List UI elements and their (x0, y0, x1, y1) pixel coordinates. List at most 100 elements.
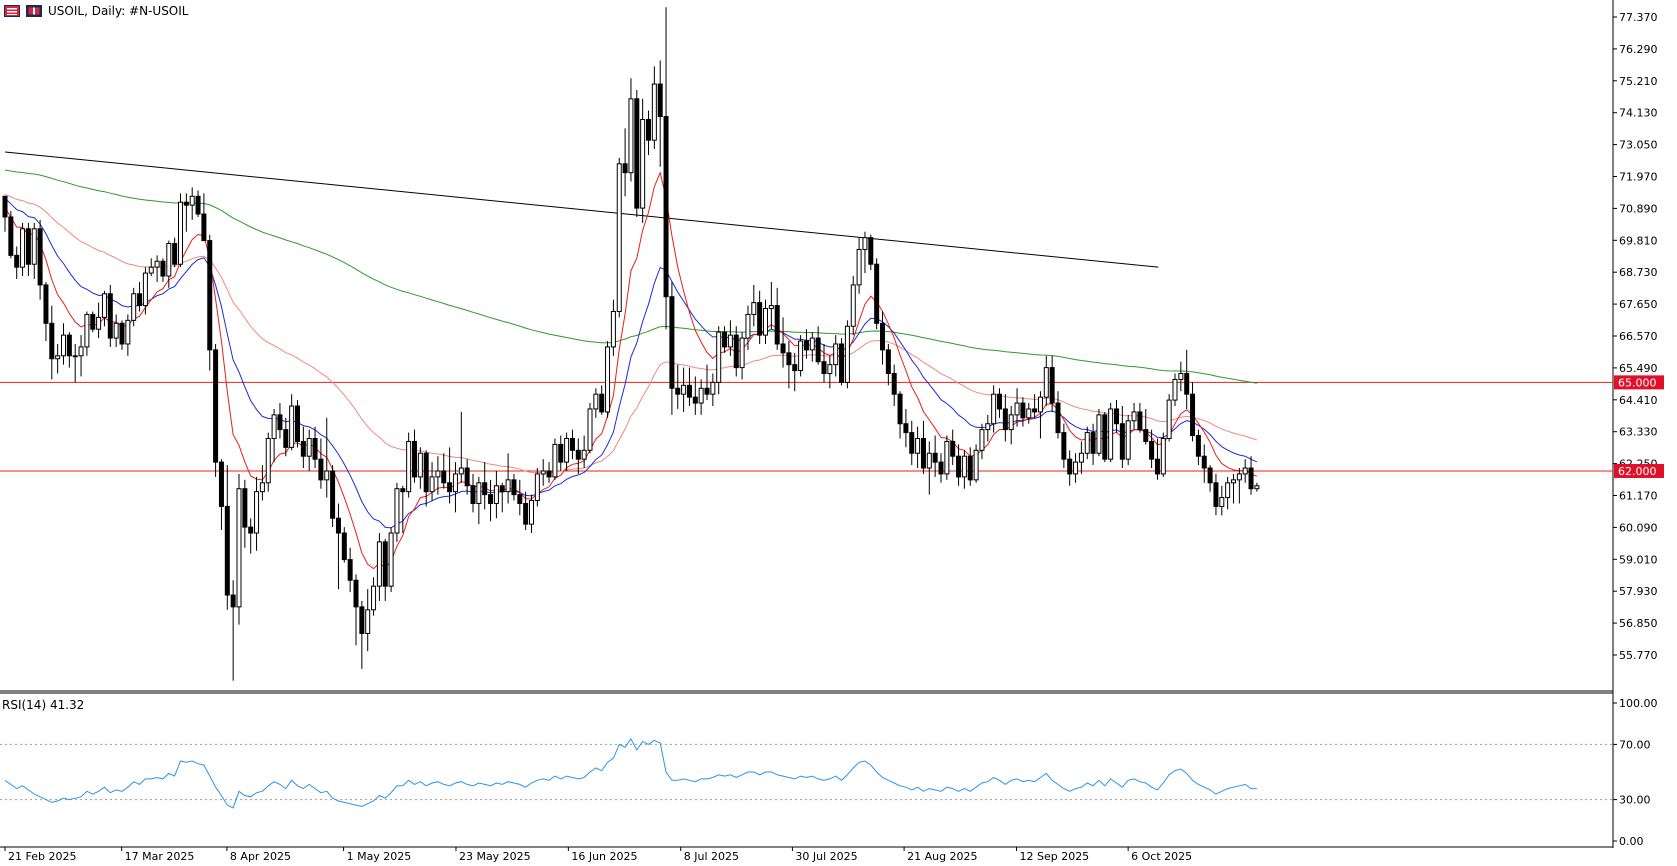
candle-bear (218, 461, 224, 507)
time-tick-label: 17 Mar 2025 (125, 850, 195, 863)
price-tick-label: 75.210 (1619, 75, 1658, 88)
candle-bear (183, 201, 189, 206)
level-tag-bg (1614, 375, 1664, 390)
candle-bear (300, 440, 306, 457)
level-tags: 65.000 62.000 (1614, 375, 1664, 478)
candle-bull (587, 408, 593, 451)
candle-bull (833, 343, 839, 366)
level-tag-label: 65.000 (1618, 376, 1657, 389)
candle-bull (616, 163, 622, 312)
candle-bear (207, 240, 213, 351)
price-tick-label: 74.130 (1619, 107, 1658, 120)
price-tick-label: 63.330 (1619, 426, 1658, 439)
candle-bull (827, 364, 833, 375)
candle-bear (1032, 408, 1038, 413)
candle-bear (1102, 414, 1108, 460)
candle-bear (792, 364, 798, 372)
chart-title: USOIL, Daily: #N-USOIL (48, 4, 189, 18)
candle-bull (1254, 485, 1260, 490)
candle-bear (786, 352, 792, 366)
candle-bull (1084, 432, 1090, 454)
candle-bull (388, 532, 394, 587)
axes-frame (0, 0, 1614, 848)
time-tick-label: 8 Apr 2025 (230, 850, 291, 863)
candle-bear (1248, 467, 1254, 490)
candle-bull (365, 609, 371, 634)
candle-bear (464, 467, 470, 487)
candle-bull (1026, 408, 1032, 419)
rsi-tick-label: 70.00 (1619, 738, 1651, 751)
candle-bear (49, 322, 55, 360)
ema-9-line (4, 171, 1258, 570)
price-tick-label: 73.050 (1619, 139, 1658, 152)
candle-bear (160, 260, 166, 277)
price-tick-label: 76.290 (1619, 43, 1658, 56)
candle-bear (686, 384, 692, 398)
candle-bull (72, 355, 78, 358)
price-tick-label: 61.170 (1619, 490, 1658, 503)
time-tick-label: 12 Sep 2025 (1019, 850, 1089, 863)
candle-bull (189, 195, 195, 206)
price-axis-ticks: 77.370 76.290 75.210 74.130 73.050 71.970 70.8… (1613, 11, 1658, 662)
candle-bull (265, 437, 271, 484)
price-tick-label: 57.930 (1619, 585, 1658, 598)
candle-bear (470, 485, 476, 504)
candle-bear (575, 449, 581, 460)
candle-bull (1125, 420, 1131, 460)
candle-bear (359, 606, 365, 634)
chart-window-icon[interactable] (26, 5, 42, 17)
candle-bull (973, 449, 979, 481)
candle-bear (353, 579, 359, 608)
candle-bear (558, 443, 564, 463)
candle-bull (862, 237, 868, 250)
price-tick-label: 59.010 (1619, 553, 1658, 566)
trendline (4, 151, 1159, 268)
candle-bull (1008, 414, 1014, 431)
candle-bull (505, 479, 511, 493)
rsi-tick-label: 30.00 (1619, 794, 1651, 807)
candle-bear (517, 494, 523, 504)
time-axis-ticks: 21 Feb 2025 17 Mar 2025 8 Apr 2025 1 May 20… (4, 847, 1192, 863)
candle-bull (698, 387, 704, 404)
candle-bear (1119, 423, 1125, 460)
candle-bear (546, 470, 552, 478)
candle-bull (306, 437, 312, 457)
candle-bull (540, 470, 546, 475)
candle-bull (593, 393, 599, 410)
candle-bull (763, 308, 768, 336)
candle-bull (961, 455, 967, 478)
candle-bear (956, 455, 962, 478)
candle-bear (1201, 455, 1207, 469)
candle-bull (681, 384, 687, 395)
candles-layer (2, 7, 1260, 681)
candle-bear (499, 485, 505, 493)
candle-bear (1090, 432, 1096, 454)
candle-bull (1172, 378, 1178, 401)
candle-bear (675, 387, 681, 395)
candle-bear (195, 195, 201, 215)
candle-bull (406, 440, 412, 493)
price-tick-label: 67.650 (1619, 298, 1658, 311)
candle-bear (722, 331, 728, 348)
candle-bull (564, 437, 570, 463)
candle-bull (1131, 411, 1137, 422)
candle-bull (417, 452, 423, 478)
candle-bear (599, 393, 605, 413)
candle-bear (201, 213, 207, 242)
candle-bull (552, 443, 558, 478)
candle-bull (254, 491, 260, 534)
list-icon[interactable] (4, 5, 20, 17)
candle-bull (979, 429, 985, 451)
candle-bear (1184, 373, 1190, 395)
candle-bear (488, 494, 494, 504)
chart-header: USOIL, Daily: #N-USOIL (4, 2, 188, 20)
time-tick-label: 23 May 2025 (459, 850, 531, 863)
ema-200-line (4, 169, 1257, 384)
candle-bull (376, 541, 382, 587)
candle-bull (131, 293, 137, 321)
candle-bear (295, 405, 300, 442)
candle-bear (938, 461, 944, 475)
candle-bear (1213, 482, 1219, 507)
candle-bear (622, 163, 628, 174)
